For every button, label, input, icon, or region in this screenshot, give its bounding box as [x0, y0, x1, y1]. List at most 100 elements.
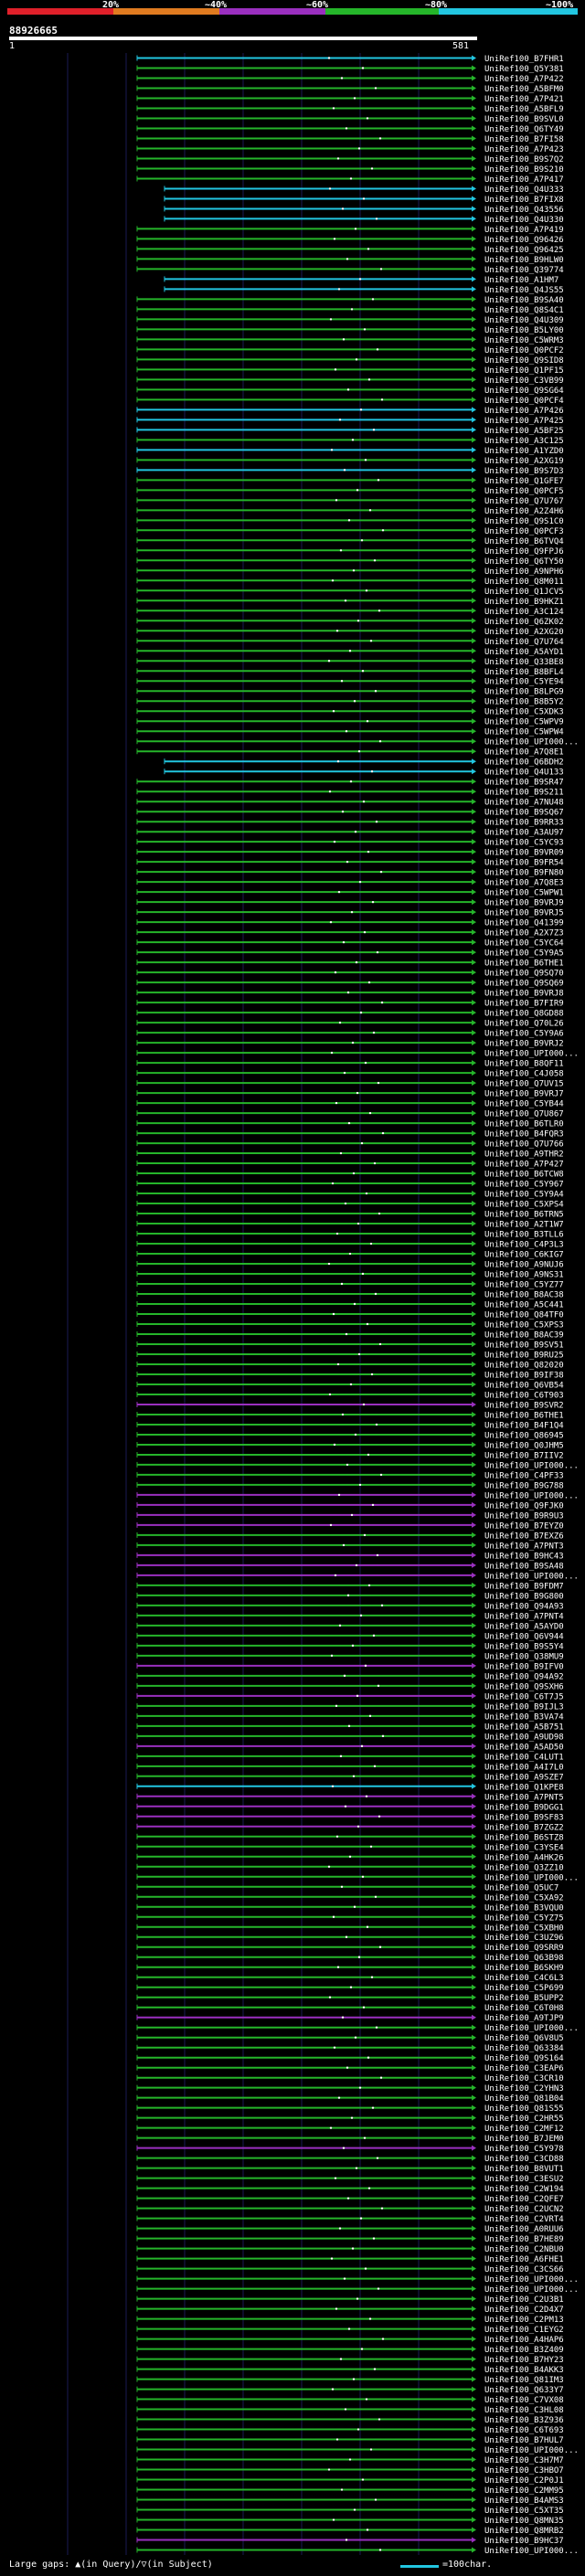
hit-label[interactable]: UniRef100_C5WRM3: [484, 336, 564, 345]
hit-label[interactable]: UniRef100_Q9FJK0: [484, 1501, 564, 1511]
hit-label[interactable]: UniRef100_C2QFE7: [484, 2195, 564, 2204]
hit-label[interactable]: UniRef100_B9SVL0: [484, 115, 564, 124]
hit-label[interactable]: UniRef100_A7P425: [484, 417, 564, 426]
hit-label[interactable]: UniRef100_Q81IM3: [484, 2376, 564, 2385]
hit-label[interactable]: UniRef100_UPI000...: [484, 2285, 579, 2295]
hit-label[interactable]: UniRef100_B9DGG1: [484, 1803, 564, 1812]
hit-label[interactable]: UniRef100_B9SA48: [484, 1562, 564, 1571]
hit-label[interactable]: UniRef100_Q9S164: [484, 2054, 564, 2063]
hit-label[interactable]: UniRef100_Q9SRR9: [484, 1944, 564, 1953]
hit-label[interactable]: UniRef100_A2T1W7: [484, 1221, 564, 1230]
hit-label[interactable]: UniRef100_Q84TF0: [484, 1310, 564, 1320]
hit-label[interactable]: UniRef100_C5Y9A6: [484, 1030, 564, 1039]
hit-label[interactable]: UniRef100_A2XG19: [484, 457, 564, 466]
hit-label[interactable]: UniRef100_B3VQU0: [484, 1903, 564, 1913]
hit-label[interactable]: UniRef100_C5Y978: [484, 2145, 564, 2154]
hit-label[interactable]: UniRef100_C3CR10: [484, 2074, 564, 2083]
hit-label[interactable]: UniRef100_Q8S4C1: [484, 306, 564, 315]
hit-label[interactable]: UniRef100_Q96426: [484, 236, 564, 245]
hit-label[interactable]: UniRef100_A2X7Z3: [484, 929, 564, 938]
hit-label[interactable]: UniRef100_B6TCW8: [484, 1171, 564, 1180]
hit-label[interactable]: UniRef100_Q6V944: [484, 1632, 564, 1641]
hit-label[interactable]: UniRef100_B4F1Q4: [484, 1421, 564, 1430]
hit-label[interactable]: UniRef100_B6SKH9: [484, 1964, 564, 1973]
hit-label[interactable]: UniRef100_Q7U766: [484, 1140, 564, 1150]
hit-label[interactable]: UniRef100_B3VA74: [484, 1712, 564, 1722]
hit-label[interactable]: UniRef100_B6TLR0: [484, 1120, 564, 1129]
hit-label[interactable]: UniRef100_Q4U133: [484, 769, 564, 778]
hit-label[interactable]: UniRef100_Q38MU9: [484, 1652, 564, 1661]
hit-label[interactable]: UniRef100_Q633Y7: [484, 2386, 564, 2395]
hit-label[interactable]: UniRef100_Q39774: [484, 266, 564, 275]
hit-label[interactable]: UniRef100_C6T7J5: [484, 1692, 564, 1701]
hit-label[interactable]: UniRef100_B6STZ8: [484, 1833, 564, 1842]
hit-label[interactable]: UniRef100_Q6BDH2: [484, 758, 564, 768]
hit-label[interactable]: UniRef100_C3HL08: [484, 2406, 564, 2415]
hit-label[interactable]: UniRef100_Q9SQ70: [484, 970, 564, 979]
hit-label[interactable]: UniRef100_Q6ZK02: [484, 618, 564, 627]
hit-label[interactable]: UniRef100_UPI000...: [484, 1572, 579, 1581]
hit-label[interactable]: UniRef100_C5YZ75: [484, 1913, 564, 1923]
hit-label[interactable]: UniRef100_B7IIV2: [484, 1451, 564, 1460]
hit-label[interactable]: UniRef100_B9SQ67: [484, 809, 564, 818]
hit-label[interactable]: UniRef100_B9FR54: [484, 859, 564, 868]
hit-label[interactable]: UniRef100_C2D4X7: [484, 2306, 564, 2315]
hit-label[interactable]: UniRef100_Q63384: [484, 2044, 564, 2053]
hit-label[interactable]: UniRef100_Q6VB54: [484, 1381, 564, 1390]
hit-label[interactable]: UniRef100_Q0JHM5: [484, 1441, 564, 1450]
hit-label[interactable]: UniRef100_C5Y9A5: [484, 949, 564, 959]
hit-label[interactable]: UniRef100_B7EYZ0: [484, 1521, 564, 1531]
hit-label[interactable]: UniRef100_A5AYD1: [484, 648, 564, 657]
hit-label[interactable]: UniRef100_Q1GFE7: [484, 477, 564, 486]
hit-label[interactable]: UniRef100_B9VR09: [484, 849, 564, 858]
hit-label[interactable]: UniRef100_Q7U867: [484, 1110, 564, 1119]
hit-label[interactable]: UniRef100_C5YC64: [484, 939, 564, 949]
hit-label[interactable]: UniRef100_B5UPP2: [484, 1994, 564, 2003]
hit-label[interactable]: UniRef100_Q5Y381: [484, 65, 564, 74]
hit-label[interactable]: UniRef100_C5YC93: [484, 839, 564, 848]
hit-label[interactable]: UniRef100_B3TLL6: [484, 1231, 564, 1240]
hit-label[interactable]: UniRef100_Q4U330: [484, 216, 564, 225]
hit-label[interactable]: UniRef100_C2P0J1: [484, 2476, 564, 2486]
hit-label[interactable]: UniRef100_B9HC43: [484, 1552, 564, 1561]
hit-label[interactable]: UniRef100_A5B751: [484, 1723, 564, 1732]
hit-label[interactable]: UniRef100_UPI000...: [484, 1873, 579, 1882]
hit-label[interactable]: UniRef100_C3YSE4: [484, 1843, 564, 1852]
hit-label[interactable]: UniRef100_Q9SG64: [484, 387, 564, 396]
hit-label[interactable]: UniRef100_C7VX08: [484, 2396, 564, 2405]
hit-label[interactable]: UniRef100_B8VUT1: [484, 2165, 564, 2174]
hit-label[interactable]: UniRef100_A5C441: [484, 1301, 564, 1310]
hit-label[interactable]: UniRef100_B9S7D3: [484, 467, 564, 476]
hit-label[interactable]: UniRef100_A7PNT3: [484, 1542, 564, 1551]
hit-label[interactable]: UniRef100_Q1KPE8: [484, 1783, 564, 1792]
hit-label[interactable]: UniRef100_A4HK26: [484, 1853, 564, 1862]
hit-label[interactable]: UniRef100_Q0PCF2: [484, 346, 564, 355]
hit-label[interactable]: UniRef100_Q0PCF5: [484, 487, 564, 496]
hit-label[interactable]: UniRef100_A2XG20: [484, 628, 564, 637]
hit-label[interactable]: UniRef100_Q9SXH6: [484, 1682, 564, 1691]
hit-label[interactable]: UniRef100_UPI000...: [484, 738, 579, 747]
hit-label[interactable]: UniRef100_B9G788: [484, 1481, 564, 1490]
hit-label[interactable]: UniRef100_A7P426: [484, 407, 564, 416]
hit-label[interactable]: UniRef100_UPI000...: [484, 2547, 579, 2556]
hit-label[interactable]: UniRef100_C5WPW4: [484, 728, 564, 737]
hit-label[interactable]: UniRef100_Q9S1C0: [484, 517, 564, 526]
hit-label[interactable]: UniRef100_Q96425: [484, 246, 564, 255]
hit-label[interactable]: UniRef100_Q9SID8: [484, 356, 564, 366]
hit-label[interactable]: UniRef100_C5XBH0: [484, 1924, 564, 1933]
hit-label[interactable]: UniRef100_B9HC37: [484, 2537, 564, 2546]
hit-label[interactable]: UniRef100_B9S211: [484, 789, 564, 798]
hit-label[interactable]: UniRef100_B9S5Y4: [484, 1642, 564, 1651]
hit-label[interactable]: UniRef100_C2NBU0: [484, 2245, 564, 2254]
hit-label[interactable]: UniRef100_A7PNT4: [484, 1612, 564, 1621]
hit-label[interactable]: UniRef100_Q5UC7: [484, 1883, 558, 1892]
hit-label[interactable]: UniRef100_B9IJL3: [484, 1702, 564, 1712]
hit-label[interactable]: UniRef100_Q86945: [484, 1431, 564, 1440]
hit-label[interactable]: UniRef100_C3UZ96: [484, 1934, 564, 1943]
hit-label[interactable]: UniRef100_Q4U309: [484, 316, 564, 325]
hit-label[interactable]: UniRef100_A1HM7: [484, 276, 558, 285]
hit-label[interactable]: UniRef100_B8AC39: [484, 1330, 564, 1340]
hit-label[interactable]: UniRef100_UPI000...: [484, 1461, 579, 1470]
hit-label[interactable]: UniRef100_B9HKZ1: [484, 598, 564, 607]
hit-label[interactable]: UniRef100_A9UD98: [484, 1733, 564, 1742]
